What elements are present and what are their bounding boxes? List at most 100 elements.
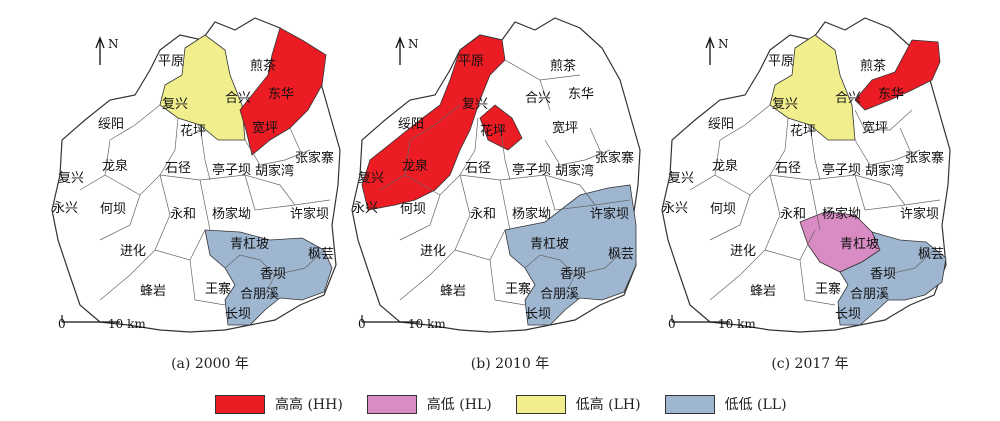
cluster-hh-region (361, 34, 523, 211)
town-label: 花坪 (180, 123, 206, 139)
town-label: 青杠坡 (840, 236, 879, 252)
town-label: 王寨 (205, 281, 231, 297)
town-boundaries (379, 59, 631, 306)
town-label: 合朋溪 (850, 287, 889, 302)
legend-swatch-hl (366, 394, 417, 414)
town-label: 龙泉 (402, 158, 428, 174)
legend-label-hh: 高高 (HH) (275, 397, 343, 413)
town-label: 龙泉 (102, 158, 128, 174)
town-label: 胡家湾 (255, 163, 294, 179)
legend-swatch-lh (515, 394, 566, 414)
town-label: 绥阳 (708, 117, 734, 132)
town-boundaries (79, 104, 331, 306)
town-label: 枫芸 (308, 246, 334, 262)
legend-swatch-hh (215, 394, 265, 414)
town-label: 杨家坳 (212, 206, 251, 222)
town-label: 煎茶 (250, 58, 276, 74)
scale-zero-label: 0 (58, 317, 66, 331)
north-letter: N (718, 37, 729, 51)
town-label: 何坝 (400, 201, 426, 217)
town-label: 平原 (158, 54, 184, 69)
town-label: 永兴 (352, 201, 378, 216)
north-arrow-icon (95, 36, 105, 65)
town-label: 东华 (878, 87, 904, 102)
town-label: 青杠坡 (230, 236, 269, 252)
legend: 高高 (HH) 高低 (HL) 低高 (LH) 低低 (LL) (215, 392, 811, 416)
town-label: 许家坝 (900, 206, 939, 222)
town-label: 蜂岩 (140, 284, 166, 299)
town-label: 进化 (120, 244, 146, 259)
town-label: 复兴 (58, 171, 84, 186)
cluster-hh-region (854, 39, 941, 111)
town-label: 王寨 (815, 281, 841, 297)
caption-2017: (c) 2017 年 (771, 356, 849, 372)
town-label: 许家坝 (590, 206, 629, 222)
town-label: 石径 (465, 161, 491, 176)
north-arrow-icon (395, 36, 405, 65)
town-label: 蜂岩 (440, 284, 466, 299)
town-label: 进化 (420, 244, 446, 259)
town-label: 枫芸 (918, 246, 944, 262)
legend-item-ll: 低低 (LL) (664, 394, 787, 414)
north-letter: N (108, 37, 119, 51)
map-panel-2017: N 平原 煎茶 合兴 东华 复兴 绥阳 花坪 宽坪 张家寨 龙泉 石径 亭子坝 胡家湾 复兴 永兴 何坝 永和杨… (650, 0, 960, 350)
town-label: 宽坪 (862, 120, 888, 136)
town-label: 王寨 (505, 281, 531, 297)
town-label: 永和 (780, 207, 806, 222)
town-label: 东华 (568, 87, 594, 102)
cluster-ll-region (837, 231, 947, 326)
scale-length-label: 10 km (108, 317, 146, 331)
town-label: 合兴 (835, 91, 861, 106)
map-2000: N 平原 煎茶合兴 东华复兴绥阳 花坪 宽坪张家寨龙泉 石径 亭子坝 胡家湾复兴永兴 何坝 永和杨… (51, 17, 341, 333)
town-label: 长坝 (225, 307, 251, 322)
legend-item-lh: 低高 (LH) (515, 394, 641, 414)
town-label: 绥阳 (398, 117, 424, 132)
town-label: 平原 (768, 54, 794, 69)
town-label: 平原 (458, 54, 484, 69)
town-label: 合兴 (225, 91, 251, 106)
town-label: 香坝 (260, 267, 286, 282)
town-label: 东华 (268, 87, 294, 102)
town-label: 合朋溪 (240, 287, 279, 302)
cluster-ll-region (504, 184, 637, 326)
town-label: 亭子坝 (822, 162, 861, 178)
cluster-ll-region (204, 229, 333, 326)
north-arrow-icon (705, 36, 715, 65)
town-label: 张家寨 (595, 150, 634, 166)
legend-label-lh: 低高 (LH) (575, 397, 641, 413)
town-label: 复兴 (668, 171, 694, 186)
town-label: 长坝 (525, 307, 551, 322)
town-label: 何坝 (100, 201, 126, 217)
town-label: 龙泉 (712, 158, 738, 174)
town-label: 香坝 (560, 267, 586, 282)
town-label: 蜂岩 (750, 284, 776, 299)
caption-2010: (b) 2010 年 (470, 356, 550, 372)
map-2010: N 平原 煎茶合兴 东华复兴绥阳 花坪 宽坪张家寨龙泉 石径 亭子坝 胡家湾复兴永兴 何坝 永和杨… (351, 17, 641, 333)
cluster-lh-region (769, 34, 856, 141)
town-label: 煎茶 (550, 58, 576, 74)
map-2017: N 平原 煎茶合兴 东华复兴绥阳 花坪 宽坪张家寨龙泉 石径 亭子坝 胡家湾复兴永兴 何坝 永和杨… (661, 17, 951, 333)
legend-swatch-ll (664, 394, 715, 414)
town-label: 合朋溪 (540, 287, 579, 302)
town-label: 张家寨 (905, 150, 944, 166)
town-label: 永兴 (52, 201, 78, 216)
scale-length-label: 10 km (718, 317, 756, 331)
town-label: 进化 (730, 244, 756, 259)
town-label: 合兴 (525, 91, 551, 106)
town-label: 杨家坳 (822, 206, 861, 222)
legend-label-hl: 高低 (HL) (426, 397, 492, 413)
town-label: 亭子坝 (512, 162, 551, 178)
cluster-lh-region (159, 34, 246, 141)
legend-item-hh: 高高 (HH) (215, 394, 343, 414)
caption-2000: (a) 2000 年 (171, 356, 249, 372)
town-label: 何坝 (710, 201, 736, 217)
town-label: 复兴 (162, 97, 188, 112)
scale-zero-label: 0 (668, 317, 676, 331)
legend-item-hl: 高低 (HL) (366, 394, 492, 414)
map-panel-2010: N 平原 煎茶 合兴 东华 复兴 绥阳 花坪 宽坪 张家寨 龙泉 石径 亭子坝 胡家湾 复兴 永兴 何坝 永和杨… (340, 0, 650, 350)
town-label: 花坪 (790, 123, 816, 139)
town-label: 永和 (170, 207, 196, 222)
town-label: 长坝 (835, 307, 861, 322)
